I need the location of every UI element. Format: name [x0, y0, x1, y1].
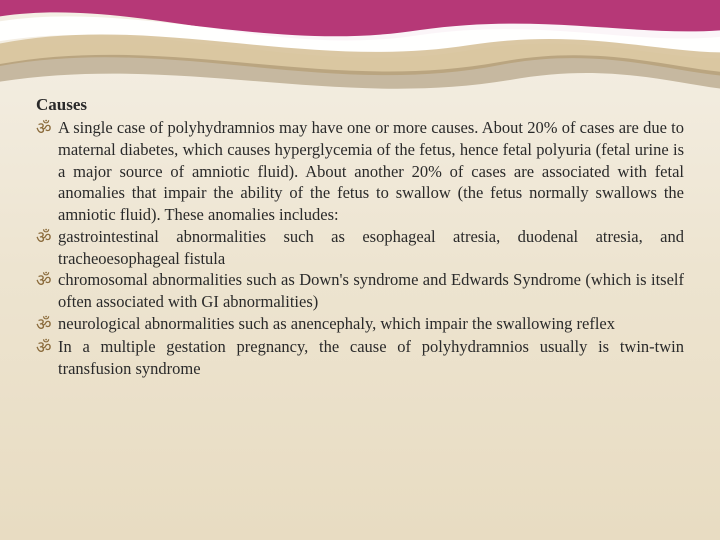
bullet-glyph-icon: ॐ — [36, 336, 58, 359]
list-item: ॐ gastrointestinal abnormalities such as… — [36, 226, 684, 270]
bullet-text: neurological abnormalities such as anenc… — [58, 313, 684, 335]
slide-content: Causes ॐ A single case of polyhydramnios… — [36, 95, 684, 380]
swirl-svg — [0, 0, 720, 100]
list-item: ॐ In a multiple gestation pregnancy, the… — [36, 336, 684, 380]
bullet-glyph-icon: ॐ — [36, 269, 58, 292]
bullet-text: In a multiple gestation pregnancy, the c… — [58, 336, 684, 380]
slide-heading: Causes — [36, 95, 684, 115]
list-item: ॐ chromosomal abnormalities such as Down… — [36, 269, 684, 313]
bullet-text: A single case of polyhydramnios may have… — [58, 117, 684, 226]
bullet-glyph-icon: ॐ — [36, 117, 58, 140]
bullet-text: gastrointestinal abnormalities such as e… — [58, 226, 684, 270]
list-item: ॐ A single case of polyhydramnios may ha… — [36, 117, 684, 226]
decorative-swirl-header — [0, 0, 720, 100]
bullet-glyph-icon: ॐ — [36, 226, 58, 249]
bullet-glyph-icon: ॐ — [36, 313, 58, 336]
list-item: ॐ neurological abnormalities such as ane… — [36, 313, 684, 336]
bullet-text: chromosomal abnormalities such as Down's… — [58, 269, 684, 313]
